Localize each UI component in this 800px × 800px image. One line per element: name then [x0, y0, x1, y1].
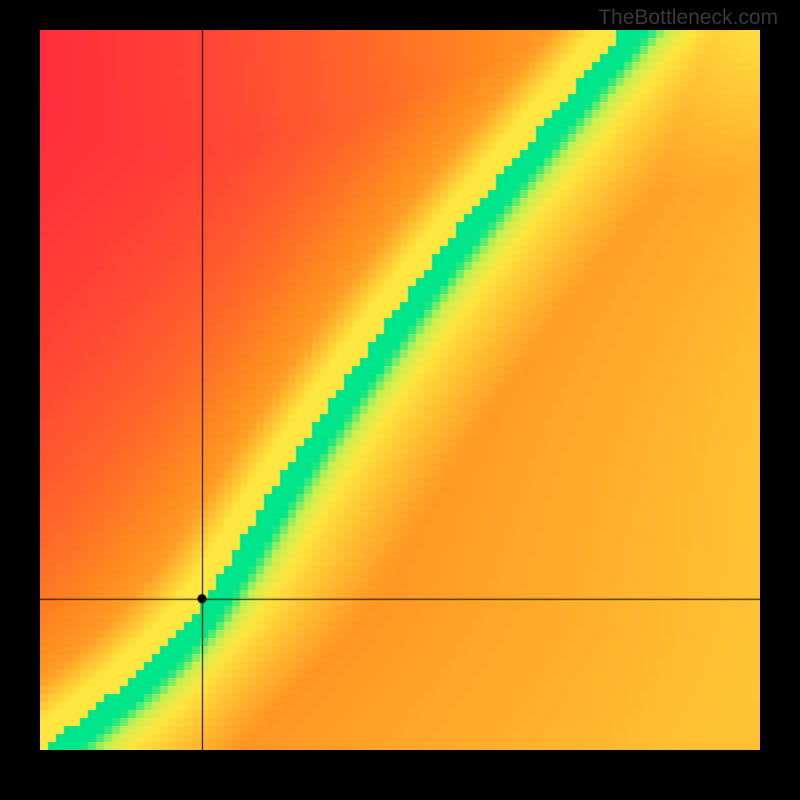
heatmap-plot [40, 30, 760, 750]
heatmap-canvas [40, 30, 760, 750]
watermark-text: TheBottleneck.com [598, 6, 778, 30]
